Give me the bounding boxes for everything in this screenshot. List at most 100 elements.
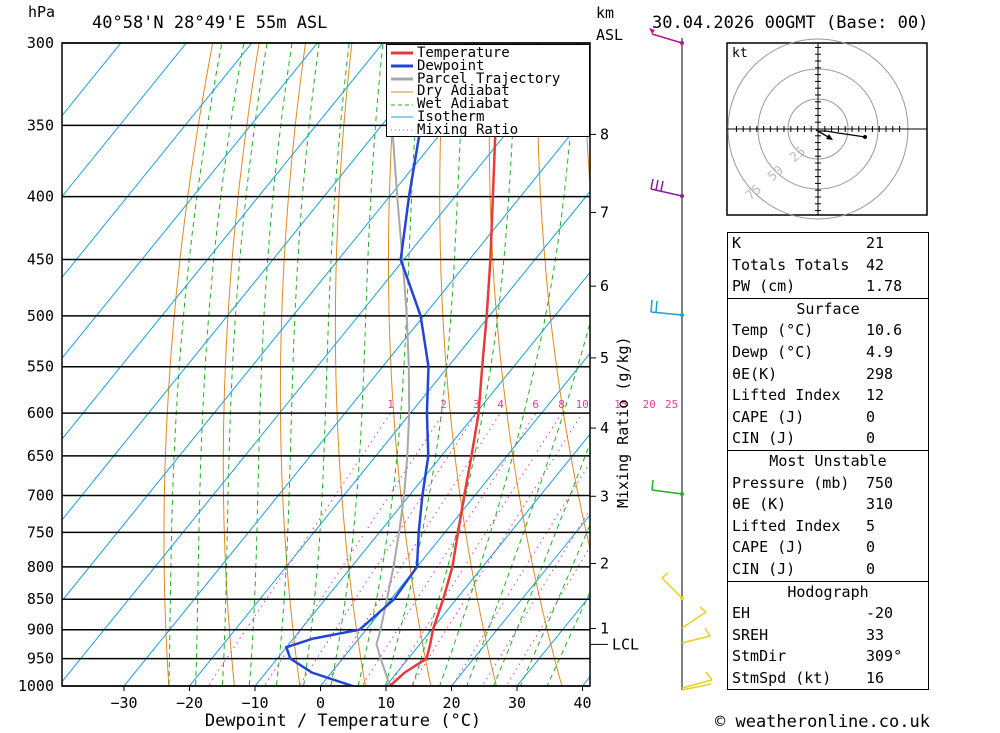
pressure-tick-label: 750 [27, 523, 54, 541]
profiles [284, 43, 505, 686]
isotherm-line [188, 190, 590, 686]
surface-header: Surface [796, 299, 860, 318]
mu-cape-row: CAPE (J) 0 [732, 538, 876, 557]
hodo-sreh-row: SREH 33 [732, 625, 885, 644]
most-unstable-section: Most Unstable Pressure (mb) 750 θE (K) 310… [728, 449, 928, 581]
pressure-tick-label: 700 [27, 487, 54, 505]
legend-label: Mixing Ratio [417, 121, 519, 138]
pressure-tick-label: 800 [27, 558, 54, 576]
surface-section: Surface Temp (°C) 10.6 Dewp (°C) 4.9 θE(K)… [728, 297, 928, 450]
mixing-ratio-line [410, 412, 583, 686]
km-tick-label: 1 [600, 620, 609, 638]
isotherm-line [62, 43, 253, 279]
km-tick-label: 4 [600, 419, 609, 437]
datetime-title: 30.04.2026 00GMT (Base: 00) [652, 13, 928, 33]
pressure-tick-label: 500 [27, 307, 54, 325]
pressure-tick-label: 900 [27, 621, 54, 639]
legend-label: Temperature [417, 45, 510, 61]
surface-theta-row: θE(K) 298 [732, 364, 894, 383]
hodo-eh-row: EH -20 [732, 604, 894, 623]
isotherm-line [62, 43, 384, 440]
pressure-tick-label: 600 [27, 404, 54, 422]
dry-adiabat-line [222, 43, 260, 686]
isobars [62, 42, 590, 687]
hodo-stmspd-row: StmSpd (kt) 16 [732, 668, 885, 687]
mu-theta-row: θE (K) 310 [732, 495, 894, 514]
mixing-ratio-line [207, 412, 391, 686]
asl-axis-label: ASL [596, 26, 623, 44]
mixing-ratio-axis-title: Mixing Ratio (g/kg) [614, 336, 632, 508]
mixing-ratio-tick-label: 10 [576, 398, 589, 411]
isotherm-line [254, 271, 590, 686]
isotherm-line [62, 43, 449, 521]
km-tick-label: 8 [600, 125, 609, 143]
legend-label: Wet Adiabat [417, 96, 510, 113]
mixing-ratio-tick-label: 20 [643, 398, 656, 411]
mixing-ratio-tick-label: 15 [614, 398, 627, 411]
dry-adiabat-line [948, 6, 1000, 712]
isotherm-line [450, 514, 590, 686]
mixing-ratio-lines [207, 412, 590, 686]
wind-barb-925 [681, 627, 711, 644]
wet-adiabat-line [439, 43, 578, 686]
pressure-tick-label: 950 [27, 650, 54, 668]
wet-adiabat-line [195, 43, 245, 686]
surface-li-row: Lifted Index 12 [732, 386, 885, 405]
dry-adiabat-line [488, 43, 563, 686]
dry-adiabat-line [279, 43, 307, 686]
mixing-ratio-tick-label: 3 [473, 398, 480, 411]
km-tick-label: 5 [600, 349, 609, 367]
wind-barb-850 [661, 572, 684, 600]
dry-adiabat-line [536, 43, 590, 551]
wind-barb-400 [650, 178, 684, 198]
pressure-tick-labels: 300 350 400 450 500 550 600 650 700 750 800 850 900 9… [18, 34, 54, 695]
wind-barb-profile [649, 28, 713, 691]
legend-label: Dry Adiabat [417, 83, 510, 100]
mixing-ratio-line [323, 412, 501, 686]
hodograph-unit-label: kt [732, 46, 748, 61]
wet-adiabat-line [384, 43, 467, 686]
km-tick-label: 7 [600, 203, 609, 221]
legend-entry: Temperature [387, 45, 589, 61]
mu-pressure-row: Pressure (mb) 750 [732, 473, 894, 492]
most-unstable-header: Most Unstable [769, 451, 887, 470]
isotherm-line [385, 433, 590, 686]
lcl-label: LCL [612, 635, 639, 653]
wet-adiabat-line [303, 43, 350, 686]
wet-adiabat-line [330, 43, 384, 686]
km-axis-label: km [596, 4, 614, 22]
surface-temp-row: Temp (°C) 10.6 [732, 321, 903, 340]
isotherm-line [62, 43, 318, 360]
wet-adiabat-line [275, 43, 320, 686]
parcel-trajectory [375, 43, 411, 686]
hodograph-ticks [735, 46, 901, 212]
mixing-ratio-tick-label: 8 [558, 398, 565, 411]
pressure-tick-label: 400 [27, 188, 54, 206]
legend-entry: Dry Adiabat [387, 85, 589, 98]
x-axis-title: Dewpoint / Temperature (°C) [205, 711, 481, 731]
surface-dewp-row: Dewp (°C) 4.9 [732, 342, 894, 361]
legend-entry: Isotherm [387, 110, 589, 124]
indices-table: K 21 Totals Totals 42 PW (cm) 1.78 Surface … [727, 232, 929, 691]
hodograph: kt 25 50 75 [726, 38, 928, 220]
plot-frame [61, 42, 591, 687]
isotherm-line [0, 6, 20, 712]
pressure-tick-label: 350 [27, 116, 54, 134]
legend-entry: Dewpoint [387, 59, 589, 73]
x-tick-label: −30 [110, 694, 137, 712]
mixing-ratio-tick-label: 6 [532, 398, 539, 411]
mixing-ratio-tick-label: 4 [497, 398, 504, 411]
mixing-ratio-tick-label: 25 [665, 398, 678, 411]
wet-adiabat-line [168, 43, 223, 686]
legend-label: Parcel Trajectory [417, 70, 561, 87]
km-tick-label: 3 [600, 487, 609, 505]
dry-adiabat-line [388, 43, 432, 686]
index-row-pw: PW (cm) 1.78 [732, 277, 903, 296]
hodo-stmdir-row: StmDir 309° [732, 647, 903, 666]
wet-adiabat-line [466, 321, 590, 686]
x-tick-label: 40 [573, 694, 591, 712]
wind-barb-500 [650, 299, 684, 317]
pressure-tick-label: 550 [27, 358, 54, 376]
pressure-tick-label: 300 [27, 34, 54, 52]
isotherm-line [62, 43, 122, 117]
